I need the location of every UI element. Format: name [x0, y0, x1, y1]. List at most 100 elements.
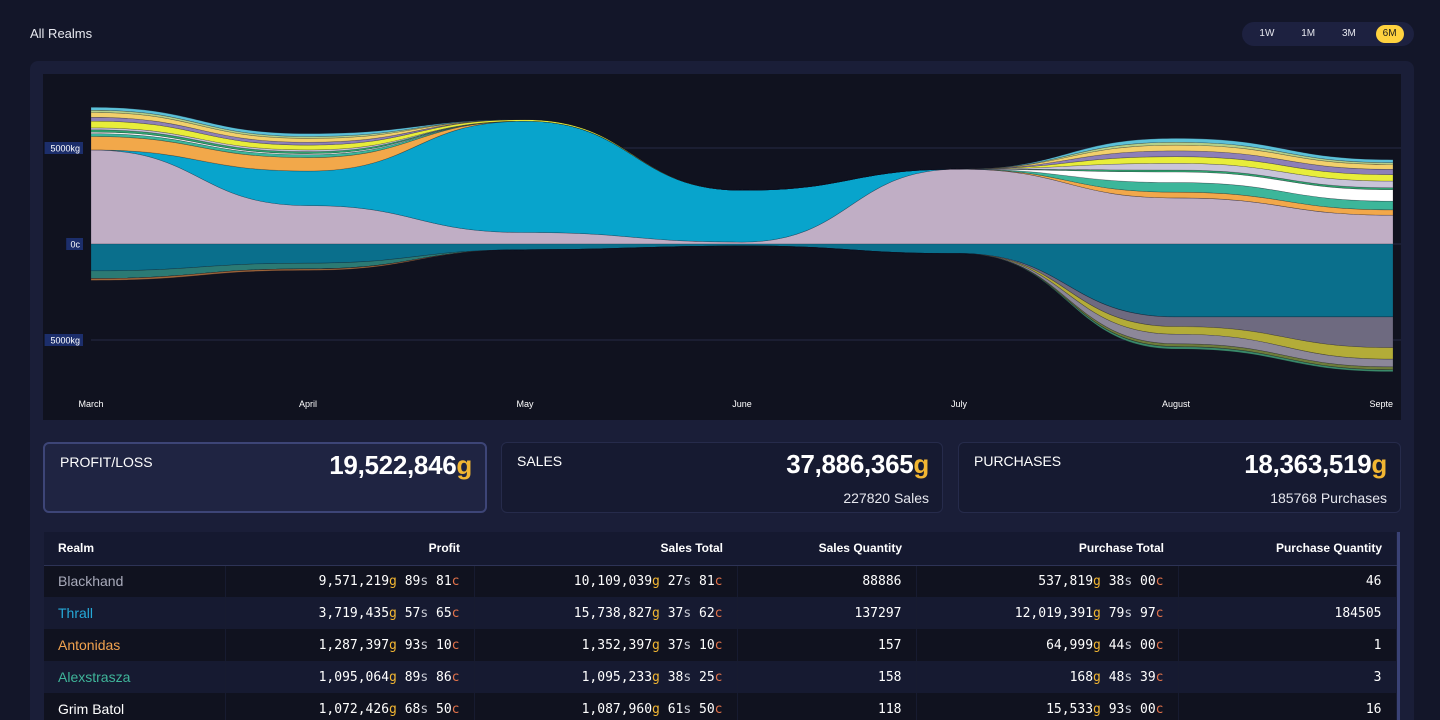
purchase-area-series-6 — [90, 245, 1394, 371]
sales-total-cell: 10,109,039g 27s 81c — [474, 565, 738, 597]
range-1w-button[interactable]: 1W — [1259, 28, 1275, 39]
card-value: 37,886,365g — [786, 449, 929, 480]
range-6m-button[interactable]: 6M — [1375, 25, 1404, 43]
realm-name[interactable]: Alexstrasza — [44, 661, 226, 693]
sales-card[interactable]: SALES 37,886,365g 227820 Sales — [501, 442, 943, 513]
chart-svg: 5000kg 0c 5000kg March April May June July Augus… — [44, 106, 1401, 409]
column-header-realm[interactable]: Realm — [44, 532, 225, 566]
purchase-total-cell: 15,533g 93s 00c — [916, 693, 1179, 720]
purchase-total-cell: 12,019,391g 79s 97c — [916, 597, 1179, 629]
purchase-area-series-8 — [90, 245, 1394, 372]
sales-area-series-4 — [90, 120, 1394, 211]
x-tick-label: March — [78, 399, 103, 409]
purchase-area-series-3 — [90, 245, 1394, 348]
table-row[interactable]: Antonidas 1,287,397g 93s 10c 1,352,397g … — [44, 629, 1397, 661]
page-title: All Realms — [30, 26, 93, 41]
y-tick-label: 5000kg — [50, 144, 80, 154]
sales-area-series-7 — [90, 120, 1394, 191]
realm-table-container: Realm Profit Sales Total Sales Quantity … — [44, 532, 1400, 720]
realm-name[interactable]: Blackhand — [44, 565, 226, 597]
card-amount: 19,522,846 — [329, 450, 457, 480]
sales-area-series-3 — [90, 120, 1394, 216]
table-row[interactable]: Grim Batol 1,072,426g 68s 50c 1,087,960g… — [44, 693, 1397, 720]
range-3m-button[interactable]: 3M — [1341, 28, 1356, 39]
profit-loss-card[interactable]: PROFIT/LOSS 19,522,846g — [43, 442, 487, 513]
y-tick-label-bg — [44, 334, 83, 346]
card-label: PROFIT/LOSS — [60, 454, 153, 470]
sales-quantity-cell: 88886 — [737, 565, 917, 597]
purchase-area-series-7 — [90, 245, 1394, 371]
table-header-row: Realm Profit Sales Total Sales Quantity … — [44, 532, 1396, 566]
sales-quantity-cell: 118 — [737, 693, 917, 720]
gold-unit: g — [456, 450, 472, 480]
sales-total-cell: 1,352,397g 37s 10c — [474, 629, 738, 661]
time-range-selector: 1W 1M 3M 6M — [1242, 22, 1414, 46]
x-tick-label: May — [516, 399, 534, 409]
sales-area-series-6 — [90, 120, 1394, 191]
sales-area-series-10 — [90, 112, 1394, 191]
profit-cell: 9,571,219g 89s 81c — [225, 565, 475, 597]
purchase-area-series-5 — [90, 245, 1394, 368]
gold-unit: g — [913, 449, 929, 479]
sales-area-series-11 — [90, 109, 1394, 191]
table-scrollbar[interactable] — [1397, 532, 1400, 720]
card-value: 18,363,519g — [1244, 449, 1387, 480]
y-tick-label: 0c — [70, 240, 80, 250]
x-tick-label: July — [951, 399, 968, 409]
card-sub-count: 227820 Sales — [843, 490, 929, 506]
sales-total-cell: 15,738,827g 37s 62c — [474, 597, 738, 629]
column-header-sales-quantity[interactable]: Sales Quantity — [737, 532, 916, 566]
purchase-quantity-cell: 184505 — [1178, 597, 1397, 629]
purchase-quantity-cell: 1 — [1178, 629, 1397, 661]
sales-area-series-9 — [90, 116, 1394, 191]
card-label: SALES — [517, 453, 563, 469]
y-tick-label-bg — [66, 238, 83, 250]
sales-area-series-8 — [90, 119, 1394, 191]
x-tick-label: August — [1162, 399, 1191, 409]
sales-area-series-5 — [90, 120, 1394, 202]
purchase-area-series-4 — [90, 245, 1394, 360]
x-tick-label: Septe — [1369, 399, 1393, 409]
table-row[interactable]: Alexstrasza 1,095,064g 89s 86c 1,095,233… — [44, 661, 1397, 693]
purchase-area-series-2 — [90, 245, 1393, 318]
x-tick-label: June — [732, 399, 752, 409]
y-tick-label-bg — [44, 142, 83, 154]
purchase-quantity-cell: 3 — [1178, 661, 1397, 693]
sales-total-cell: 1,087,960g 61s 50c — [474, 693, 738, 720]
column-header-purchase-total[interactable]: Purchase Total — [916, 532, 1178, 566]
purchase-total-cell: 537,819g 38s 00c — [916, 565, 1179, 597]
purchase-quantity-cell: 46 — [1178, 565, 1397, 597]
realm-name[interactable]: Antonidas — [44, 629, 226, 661]
profit-cell: 1,287,397g 93s 10c — [225, 629, 475, 661]
streamgraph-chart: 5000kg 0c 5000kg March April May June July Augus… — [43, 74, 1401, 420]
purchase-area-series-1 — [90, 243, 1394, 318]
table-row[interactable]: Thrall 3,719,435g 57s 65c 15,738,827g 37… — [44, 597, 1397, 629]
y-tick-label: 5000kg — [50, 336, 80, 346]
range-1m-button[interactable]: 1M — [1301, 28, 1316, 39]
profit-cell: 1,072,426g 68s 50c — [225, 693, 475, 720]
card-label: PURCHASES — [974, 453, 1062, 469]
column-header-profit[interactable]: Profit — [225, 532, 474, 566]
card-value: 19,522,846g — [329, 450, 472, 481]
realm-name[interactable]: Grim Batol — [44, 693, 226, 720]
sales-quantity-cell: 137297 — [737, 597, 917, 629]
column-header-sales-total[interactable]: Sales Total — [474, 532, 737, 566]
sales-total-cell: 1,095,233g 38s 25c — [474, 661, 738, 693]
table-row[interactable]: Blackhand 9,571,219g 89s 81c 10,109,039g… — [44, 565, 1397, 597]
purchase-quantity-cell: 16 — [1178, 693, 1397, 720]
realm-name[interactable]: Thrall — [44, 597, 226, 629]
sales-quantity-cell: 157 — [737, 629, 917, 661]
column-header-purchase-quantity[interactable]: Purchase Quantity — [1178, 532, 1396, 566]
profit-cell: 3,719,435g 57s 65c — [225, 597, 475, 629]
profit-cell: 1,095,064g 89s 86c — [225, 661, 475, 693]
purchases-card[interactable]: PURCHASES 18,363,519g 185768 Purchases — [958, 442, 1401, 513]
purchase-total-cell: 168g 48s 39c — [916, 661, 1179, 693]
sales-quantity-cell: 158 — [737, 661, 917, 693]
sales-area-series-12 — [90, 106, 1394, 191]
x-tick-label: April — [299, 399, 317, 409]
purchase-total-cell: 64,999g 44s 00c — [916, 629, 1179, 661]
card-amount: 37,886,365 — [786, 449, 914, 479]
realm-table: Realm Profit Sales Total Sales Quantity … — [44, 532, 1397, 720]
gold-unit: g — [1371, 449, 1387, 479]
top-bar: All Realms 1W 1M 3M 6M — [0, 0, 1440, 60]
